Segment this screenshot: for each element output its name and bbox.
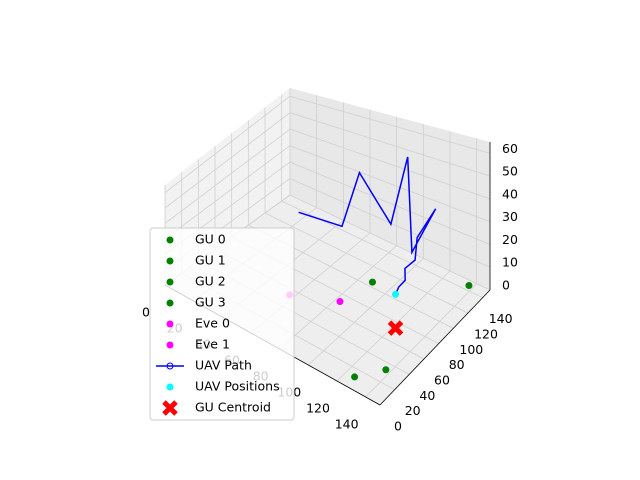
y-tick-label: 40 [419, 388, 435, 403]
z-tick-label: 30 [502, 209, 518, 224]
y-tick-label: 0 [394, 419, 402, 434]
legend-swatch [166, 320, 174, 328]
grid-line [289, 112, 491, 177]
grid-line [279, 245, 397, 350]
data-point [382, 366, 390, 374]
z-tick-label: 50 [502, 164, 518, 179]
grid-line [164, 128, 291, 224]
grid-line [289, 194, 491, 291]
data-point [336, 298, 344, 306]
y-tick-label: 20 [405, 403, 421, 418]
y-tick-label: 80 [449, 357, 465, 372]
grid-line [308, 258, 424, 366]
grid-line [289, 128, 491, 200]
legend-swatch [166, 278, 174, 286]
legend-swatch [166, 341, 174, 349]
z-tick-label: 60 [502, 141, 518, 156]
legend: GU 0 GU 1 GU 2 GU 3 Eve 0 Eve 1 UAV Path UAV Po… [149, 227, 295, 421]
grid-line [164, 95, 291, 194]
x-tick-label: 0 [142, 305, 150, 320]
grid-line [264, 212, 469, 314]
grid-line [289, 161, 491, 245]
x-tick-label: 140 [335, 417, 359, 432]
x-tick-label: 120 [306, 401, 330, 416]
legend-label: GU 1 [195, 253, 226, 268]
legend-label: GU 0 [195, 232, 226, 247]
legend-swatch [166, 383, 174, 391]
legend-swatch [166, 236, 174, 244]
legend-swatch [166, 299, 174, 307]
data-point [465, 282, 473, 290]
y-tick-label: 120 [474, 327, 498, 342]
y-tick-label: 60 [434, 373, 450, 388]
z-tick-label: 40 [502, 186, 518, 201]
grid-line [164, 112, 291, 209]
legend-label: GU 2 [195, 274, 226, 289]
legend-box [149, 227, 295, 421]
legend-swatch [162, 400, 178, 416]
legend-swatch [166, 362, 174, 370]
legend-label: GU 3 [195, 295, 226, 310]
tick-labels: 0204060801001201400204060801001201400102… [142, 141, 518, 434]
legend-label: UAV Path [195, 358, 252, 373]
legend-label: Eve 1 [195, 337, 230, 352]
legend-swatch [166, 257, 174, 265]
z-tick-label: 10 [502, 255, 518, 270]
z-tick-label: 0 [502, 278, 510, 293]
data-point [368, 278, 376, 286]
grid-line [164, 145, 291, 240]
uav-path [298, 156, 437, 295]
grid-line [289, 145, 491, 223]
legend-label: Eve 0 [195, 316, 230, 331]
axis-line [379, 289, 491, 406]
back-pane [290, 88, 490, 290]
legend-label: GU Centroid [195, 400, 271, 415]
y-tick-label: 100 [459, 342, 483, 357]
grid-line [365, 283, 477, 398]
centroid-marker [387, 320, 404, 336]
legend-label: UAV Positions [195, 379, 280, 394]
data-point [392, 290, 400, 298]
grid-line [289, 95, 491, 154]
y-tick-label: 140 [489, 311, 513, 326]
z-tick-label: 20 [502, 232, 518, 247]
data-point [351, 373, 359, 381]
